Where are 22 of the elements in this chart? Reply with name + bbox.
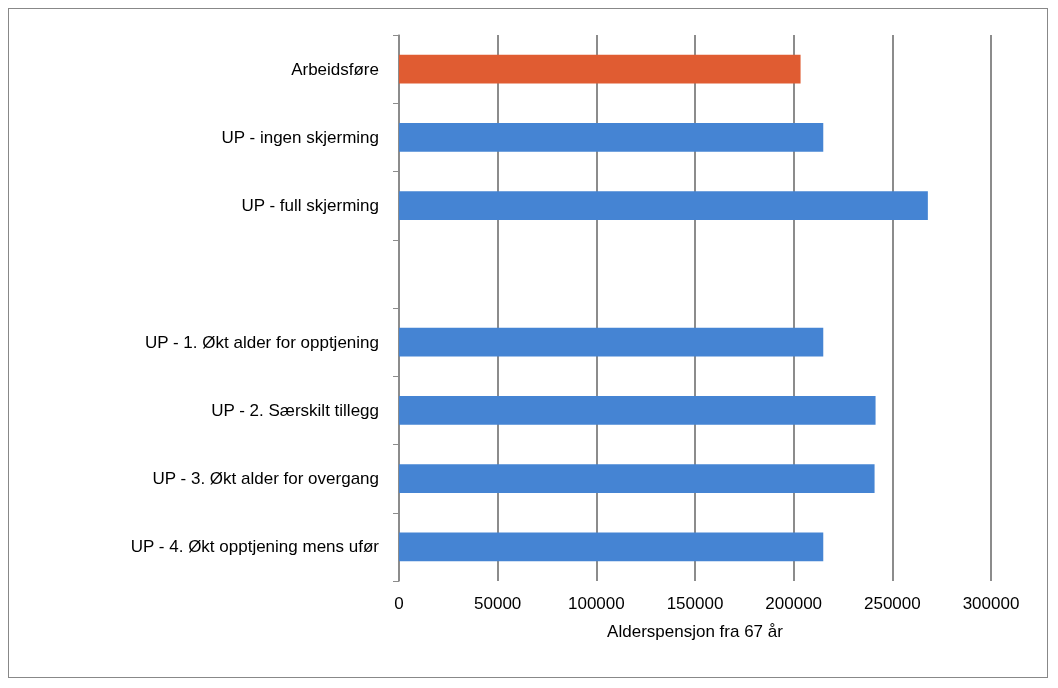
- bar: [399, 327, 824, 357]
- x-tick-label: 50000: [474, 594, 522, 613]
- y-tick-label: Arbeidsføre: [291, 59, 379, 79]
- x-axis-title: Alderspensjon fra 67 år: [607, 622, 784, 641]
- x-tick-label: 300000: [962, 594, 1020, 613]
- y-tick-label: UP - ingen skjerming: [221, 127, 379, 147]
- y-tick-label: UP - 3. Økt alder for overgang: [152, 469, 379, 489]
- x-tick-label: 100000: [567, 594, 625, 613]
- x-tick-label: 0: [394, 594, 404, 613]
- x-tick-label: 150000: [666, 594, 724, 613]
- x-tick-label: 200000: [765, 594, 823, 613]
- bar: [399, 191, 928, 220]
- y-tick-label: UP - 1. Økt alder for opptjening: [144, 332, 379, 352]
- bar: [399, 464, 875, 493]
- bar: [399, 396, 876, 425]
- x-tick-label: 250000: [863, 594, 921, 613]
- y-tick-label: UP - 4. Økt opptjening mens ufør: [130, 537, 380, 557]
- y-tick-label: UP - 2. Særskilt tillegg: [211, 400, 379, 420]
- y-tick-label: UP - full skjerming: [241, 196, 379, 216]
- bar: [399, 54, 801, 84]
- bar: [399, 123, 824, 152]
- bar: [399, 532, 824, 562]
